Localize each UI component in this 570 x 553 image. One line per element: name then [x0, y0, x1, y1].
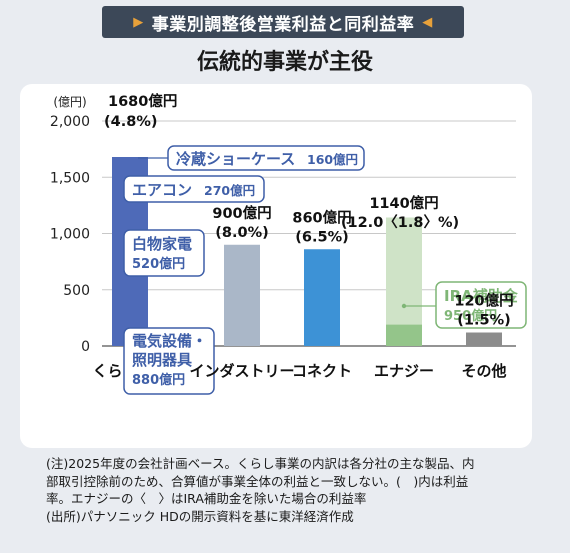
rate-label: (8.0%): [215, 225, 268, 241]
callout-value: 520億円: [132, 256, 185, 272]
bar-chart: 05001,0001,5002,000(億円)くらし事業1680億円(4.8%)…: [50, 92, 527, 395]
callout-value: 950億円: [444, 308, 497, 324]
y-tick-label: 0: [81, 339, 90, 355]
rate-label: (1.5%): [457, 313, 510, 329]
y-tick-label: 2,000: [50, 114, 90, 130]
category-label: コネクト: [292, 362, 352, 380]
data-label: 120億円: [454, 292, 513, 310]
category-label: インダストリー: [189, 362, 294, 380]
callout-value: 270億円: [204, 183, 255, 198]
callout-label: IRA補助金: [444, 287, 519, 305]
data-label: 900億円: [212, 204, 271, 222]
callout-dot: [401, 303, 407, 309]
callout-label: 冷蔵ショーケース: [176, 150, 295, 168]
category-label: エナジー: [374, 362, 434, 380]
callout-box: [123, 229, 205, 277]
rate-label: (4.8%): [104, 114, 157, 130]
note-line: 率。エナジーの〈 〉はIRA補助金を除いた場合の利益率: [46, 491, 367, 506]
callout-label: 白物家電: [132, 235, 192, 253]
chart-card: 05001,0001,5002,000(億円)くらし事業1680億円(4.8%)…: [20, 84, 532, 448]
y-tick-label: 1,000: [50, 227, 90, 243]
callout-value: 880億円: [132, 372, 185, 388]
callout-label: エアコン: [132, 181, 192, 199]
chart-title: 事業別調整後営業利益と同利益率: [151, 14, 415, 35]
callout-box: [167, 145, 365, 171]
rate-label: (6.5%): [295, 229, 348, 245]
y-tick-label: 1,500: [50, 170, 90, 186]
callout-box: [435, 281, 527, 329]
callout-label: 照明器具: [132, 351, 192, 369]
note-line: (出所)パナソニック HDの開示資料を基に東洋経済作成: [46, 508, 354, 524]
callout-box: [123, 175, 265, 203]
right-triangle-icon: ◀: [422, 14, 433, 30]
bar: [304, 249, 340, 346]
data-label: 1140億円: [369, 194, 438, 212]
callout-label: 電気設備・: [132, 332, 207, 350]
footnotes: (注)2025年度の会社計画ベース。くらし事業の内訳は各分社の主な製品、内 部取…: [46, 455, 546, 525]
left-triangle-icon: ▶: [133, 14, 144, 30]
y-unit-label: (億円): [53, 95, 86, 109]
bar: [466, 332, 502, 346]
data-label: 1680億円: [108, 92, 177, 110]
callout-box: [123, 327, 215, 395]
headline: 伝統的事業が主役: [196, 50, 373, 75]
ira-subsidy-segment: [386, 217, 422, 325]
note-line: (注)2025年度の会社計画ベース。くらし事業の内訳は各分社の主な製品、内: [46, 456, 475, 471]
callout-value: 160: [307, 152, 333, 167]
category-label: その他: [461, 362, 506, 380]
data-label: 860億円: [292, 208, 351, 226]
bar: [224, 244, 260, 346]
note-line: 部取引控除前のため、合算値が事業全体の利益と一致しない。( )内は利益: [46, 473, 469, 489]
chart-banner: ▶ 事業別調整後営業利益と同利益率 ◀: [102, 6, 464, 38]
rate-label: (12.0〈1.8〉%): [341, 214, 459, 231]
callout-unit: 億円: [333, 152, 358, 167]
y-tick-label: 500: [63, 283, 90, 299]
